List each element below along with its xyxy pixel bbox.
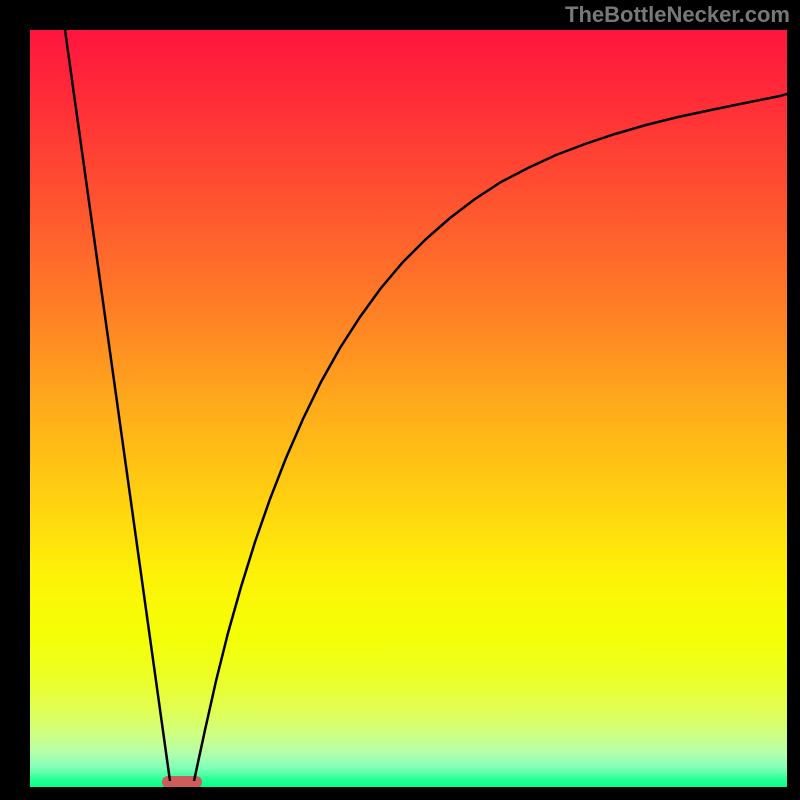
watermark-text: TheBottleNecker.com xyxy=(565,2,790,28)
gradient-background xyxy=(30,30,787,787)
chart-container: TheBottleNecker.com xyxy=(0,0,800,800)
plot-svg xyxy=(30,30,787,787)
plot-area xyxy=(30,30,787,787)
